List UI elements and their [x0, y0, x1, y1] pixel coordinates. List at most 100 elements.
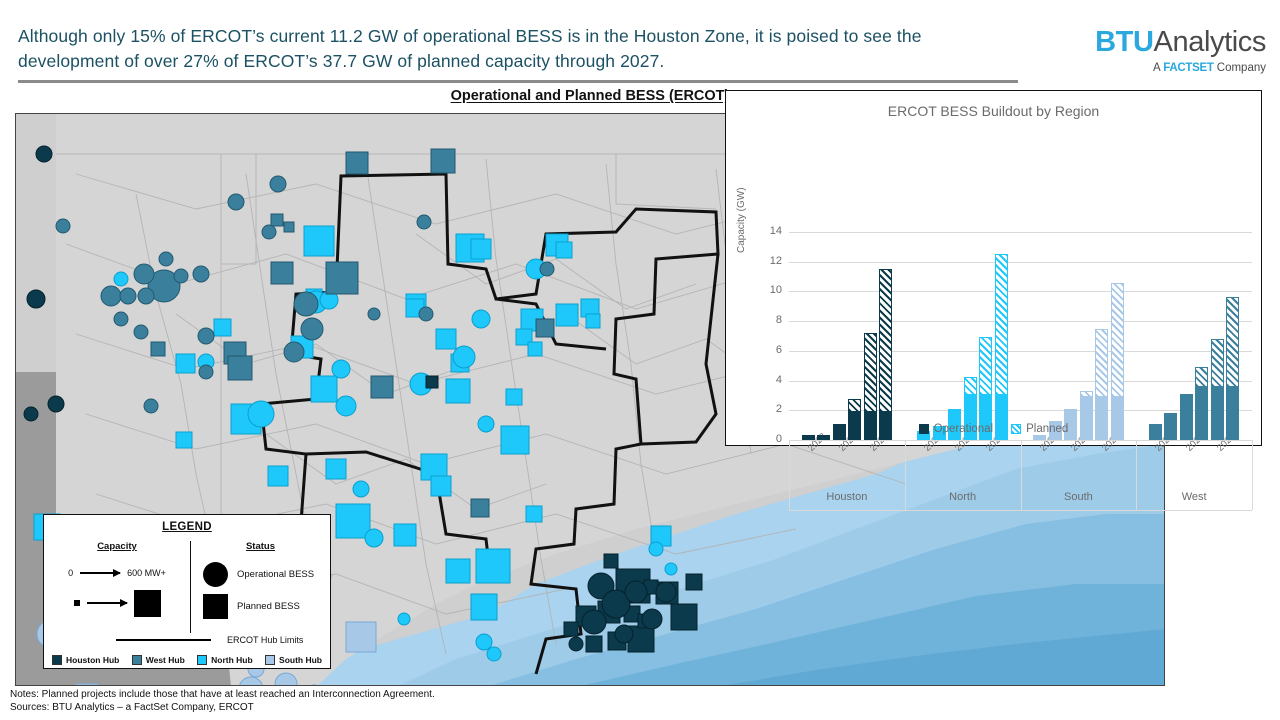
legend-title: LEGEND [162, 521, 212, 533]
chart-bar[interactable] [1210, 338, 1224, 440]
west-hub-swatch-icon [131, 655, 142, 665]
large-square-icon [133, 589, 161, 617]
chart-bar[interactable] [863, 333, 877, 440]
chart-gridline [789, 380, 1252, 382]
chart-y-tick: 0 [775, 433, 782, 445]
legend-hub-limits-label: ERCOT Hub Limits [227, 635, 304, 645]
chart-bar[interactable] [948, 408, 962, 440]
chart-gridline [789, 321, 1252, 323]
chart-bar-operational-segment [994, 395, 1008, 440]
chart-bar[interactable] [879, 269, 893, 440]
gulf-water-deep [727, 629, 1164, 685]
chart-bar-operational-segment [963, 395, 977, 440]
chart-group-label: South [1064, 491, 1093, 503]
legend-capacity-heading: Capacity [97, 541, 137, 552]
chart-bar[interactable] [1164, 413, 1178, 440]
chart-bar[interactable] [1048, 420, 1062, 440]
chart-gridline [789, 350, 1252, 352]
arrow-right-icon [80, 569, 122, 577]
chart-bar-planned-segment [1210, 338, 1224, 388]
chart-legend-item[interactable]: Planned [1011, 423, 1068, 435]
chart-bar-planned-segment [848, 399, 862, 412]
legend-planned-label: Planned BESS [237, 600, 300, 612]
legend-capacity-max: 600 MW+ [127, 568, 166, 578]
chart-legend-label: Planned [1026, 423, 1069, 435]
legend-planned-swatch-icon [1011, 424, 1022, 434]
chart-legend-item[interactable]: Operational [918, 423, 993, 435]
chart-bar[interactable] [817, 434, 831, 440]
chart-bar-operational-segment [1095, 396, 1109, 440]
chart-bar-operational-segment [801, 434, 815, 440]
chart-bar[interactable] [963, 376, 977, 440]
chart-bar[interactable] [979, 336, 993, 440]
legend-hub-swatches: Houston Hub West Hub North Hub South Hub [44, 655, 330, 665]
bess-buildout-chart-panel[interactable]: ERCOT BESS Buildout by Region Capacity (… [725, 90, 1263, 511]
chart-bar-operational-segment [1064, 408, 1078, 440]
chart-gridline [789, 261, 1252, 263]
chart-plot-area: Capacity (GW) 0 2 4 6 8 10 12 14 2023 2025 2027 Hou… [726, 91, 1263, 511]
chart-bar-planned-segment [994, 253, 1008, 396]
legend-operational-row: Operational BESS [191, 558, 330, 590]
logo-tagline: A FACTSET Company [1010, 62, 1266, 74]
chart-group-label: North [949, 491, 977, 503]
chart-bar-operational-segment [863, 411, 877, 440]
chart-bar-planned-segment [863, 333, 877, 412]
chart-bar[interactable] [1148, 423, 1162, 440]
chart-group-separator [1020, 440, 1022, 510]
logo-analytics-text: Analytics [1153, 26, 1267, 58]
legend-hub-houston: Houston Hub [52, 655, 119, 665]
footer-notes: Notes: Planned projects include those th… [10, 688, 435, 714]
small-square-icon [73, 600, 80, 606]
footer-notes-line: Notes: Planned projects include those th… [10, 689, 435, 700]
chart-bar[interactable] [1095, 329, 1109, 440]
chart-gridline [789, 232, 1252, 233]
chart-bar-operational-segment [848, 411, 862, 440]
hub-limit-line-icon [116, 639, 211, 641]
chart-axis-line [789, 440, 1252, 441]
chart-bar-planned-segment [1195, 367, 1209, 388]
chart-bar[interactable] [932, 425, 946, 440]
chart-bar-planned-segment [1095, 329, 1109, 397]
chart-bar-operational-segment [917, 431, 931, 440]
chart-bar-operational-segment [1226, 387, 1240, 440]
chart-y-axis-label: Capacity (GW) [736, 187, 747, 253]
chart-bar[interactable] [1195, 367, 1209, 440]
chart-bar-operational-segment [832, 423, 846, 440]
chart-group-separator [904, 440, 906, 510]
chart-bar[interactable] [1033, 434, 1047, 440]
bess-project-markers [23, 145, 703, 685]
chart-bar[interactable] [1226, 297, 1240, 440]
legend-operational-swatch-icon [918, 424, 929, 434]
chart-group-label: West [1181, 491, 1207, 503]
chart-bar[interactable] [1110, 282, 1124, 440]
chart-bar-operational-segment [948, 408, 962, 440]
chart-bar[interactable] [801, 434, 815, 440]
chart-bar[interactable] [1064, 408, 1078, 440]
chart-y-tick: 6 [775, 343, 782, 356]
houston-hub-swatch-icon [52, 655, 62, 665]
ercot-bess-map[interactable]: LEGEND Capacity 0 600 MW+ [15, 113, 1165, 686]
west-hub-markers [55, 148, 555, 518]
chart-bar[interactable] [994, 253, 1008, 440]
chart-y-tick: 10 [769, 284, 782, 297]
circle-icon [203, 561, 228, 587]
map-legend: LEGEND Capacity 0 600 MW+ [43, 514, 331, 669]
chart-bar[interactable] [848, 399, 862, 440]
chart-bar[interactable] [1079, 390, 1093, 440]
chart-bar-operational-segment [932, 425, 946, 440]
chart-axis-line [789, 510, 1252, 511]
chart-bar-operational-segment [1210, 387, 1224, 440]
chart-bar-operational-segment [979, 395, 993, 440]
chart-bar-planned-segment [1110, 282, 1124, 397]
chart-bar-operational-segment [817, 434, 831, 440]
btu-analytics-logo: BTUAnalytics A FACTSET Company [1010, 26, 1266, 74]
chart-bar-planned-segment [1079, 390, 1093, 397]
chart-y-tick: 4 [775, 373, 782, 386]
legend-operational-label: Operational BESS [237, 568, 315, 580]
chart-bar[interactable] [1179, 393, 1193, 440]
chart-bar[interactable] [832, 423, 846, 440]
chart-bar[interactable] [917, 431, 931, 440]
chart-bar-operational-segment [1195, 387, 1209, 440]
north-hub-markers [33, 225, 678, 662]
